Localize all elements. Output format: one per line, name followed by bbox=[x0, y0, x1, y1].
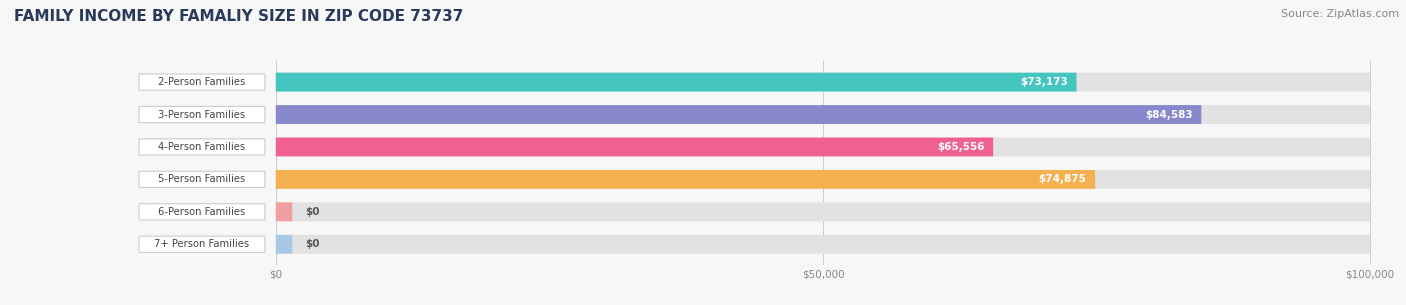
Text: $65,556: $65,556 bbox=[936, 142, 984, 152]
Text: 6-Person Families: 6-Person Families bbox=[159, 207, 246, 217]
FancyBboxPatch shape bbox=[139, 139, 264, 155]
FancyBboxPatch shape bbox=[276, 105, 1201, 124]
Text: 7+ Person Families: 7+ Person Families bbox=[155, 239, 249, 249]
FancyBboxPatch shape bbox=[276, 235, 1369, 254]
FancyBboxPatch shape bbox=[276, 138, 1369, 156]
Text: $73,173: $73,173 bbox=[1019, 77, 1067, 87]
Text: $0: $0 bbox=[305, 207, 319, 217]
Text: FAMILY INCOME BY FAMALIY SIZE IN ZIP CODE 73737: FAMILY INCOME BY FAMALIY SIZE IN ZIP COD… bbox=[14, 9, 464, 24]
Text: $74,875: $74,875 bbox=[1039, 174, 1087, 185]
FancyBboxPatch shape bbox=[139, 74, 264, 90]
Text: 5-Person Families: 5-Person Families bbox=[159, 174, 246, 185]
FancyBboxPatch shape bbox=[139, 171, 264, 188]
FancyBboxPatch shape bbox=[276, 73, 1369, 92]
Text: 4-Person Families: 4-Person Families bbox=[159, 142, 246, 152]
Text: 2-Person Families: 2-Person Families bbox=[159, 77, 246, 87]
FancyBboxPatch shape bbox=[276, 203, 292, 221]
Text: $0: $0 bbox=[305, 239, 319, 249]
FancyBboxPatch shape bbox=[276, 203, 1369, 221]
FancyBboxPatch shape bbox=[276, 138, 993, 156]
FancyBboxPatch shape bbox=[139, 204, 264, 220]
Text: 3-Person Families: 3-Person Families bbox=[159, 109, 246, 120]
FancyBboxPatch shape bbox=[276, 170, 1369, 189]
FancyBboxPatch shape bbox=[276, 235, 292, 254]
FancyBboxPatch shape bbox=[276, 170, 1095, 189]
Text: $84,583: $84,583 bbox=[1144, 109, 1192, 120]
Text: Source: ZipAtlas.com: Source: ZipAtlas.com bbox=[1281, 9, 1399, 19]
FancyBboxPatch shape bbox=[276, 105, 1369, 124]
FancyBboxPatch shape bbox=[139, 106, 264, 123]
FancyBboxPatch shape bbox=[276, 73, 1077, 92]
FancyBboxPatch shape bbox=[139, 236, 264, 252]
